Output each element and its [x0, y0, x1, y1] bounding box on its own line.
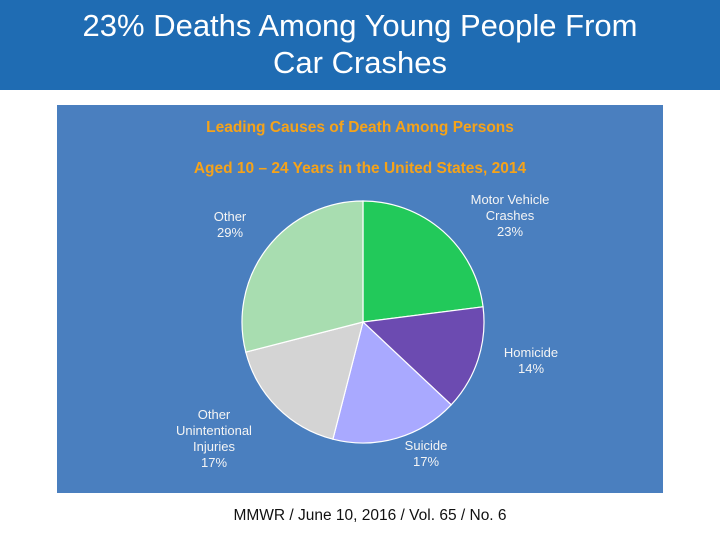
- slice-label: Other 29%: [170, 209, 290, 241]
- slice-label-text: Other: [213, 209, 247, 224]
- slice-value-label: 14%: [517, 361, 545, 376]
- slice-label: Homicide 14%: [471, 345, 591, 377]
- slice-label-text: Other: [197, 407, 231, 422]
- pie-chart: [241, 200, 485, 444]
- slice-label-text: Crashes: [485, 208, 535, 223]
- slice-value-label: 29%: [216, 225, 244, 240]
- source-citation: MMWR / June 10, 2016 / Vol. 65 / No. 6: [233, 507, 507, 524]
- pie-slice-motor-vehicle-crashes: [362, 200, 484, 323]
- slice-value-label: 17%: [200, 455, 228, 470]
- slice-label: Motor Vehicle Crashes 23%: [450, 192, 570, 240]
- slice-label-text: Injuries: [193, 439, 235, 454]
- chart-subtitle: Aged 10 – 24 Years in the United States,…: [193, 160, 527, 177]
- chart-title: Leading Causes of Death Among Persons: [206, 119, 514, 136]
- title-bar: 23% Deaths Among Young People From Car C…: [0, 0, 720, 90]
- pie-slice-other-unintentional-injuries: [245, 321, 364, 440]
- slice-label-text: Suicide: [404, 438, 448, 453]
- slice-label: Suicide 17%: [366, 438, 486, 470]
- pie-slice-homicide: [361, 306, 485, 406]
- slice-value-label: 23%: [496, 224, 524, 239]
- pie-slice-other: [241, 200, 364, 353]
- slice-label-text: Unintentional: [176, 423, 252, 438]
- slice-label: Other Unintentional Injuries 17%: [154, 407, 274, 471]
- slide-title: 23% Deaths Among Young People From Car C…: [82, 8, 638, 80]
- slice-label-text: Motor Vehicle: [470, 192, 550, 207]
- chart-panel: Leading Causes of Death Among Persons Ag…: [57, 105, 663, 493]
- slice-value-label: 17%: [412, 454, 440, 469]
- pie-slice-suicide: [332, 320, 453, 444]
- slice-label-text: Homicide: [503, 345, 559, 360]
